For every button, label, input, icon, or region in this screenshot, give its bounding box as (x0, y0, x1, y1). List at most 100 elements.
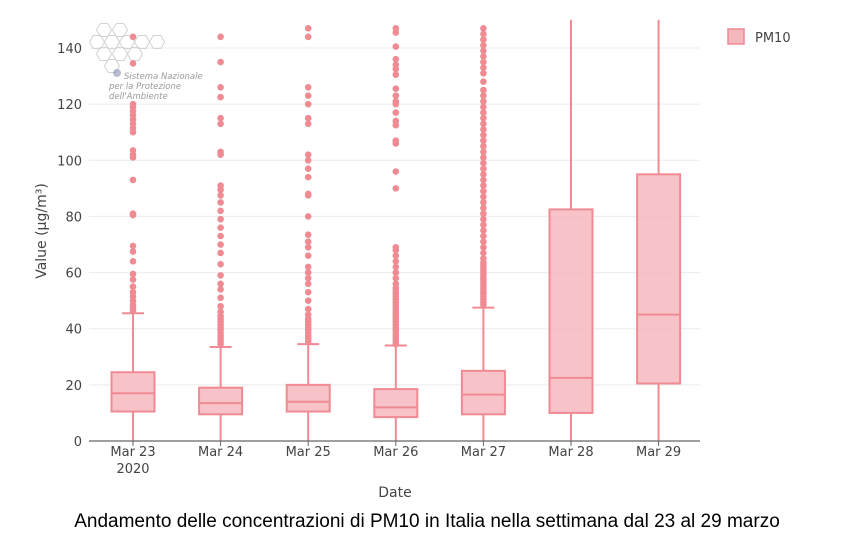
outlier-point[interactable] (217, 148, 224, 156)
outlier-point[interactable] (217, 241, 224, 248)
box-mar-28[interactable] (548, 19, 594, 441)
outlier-point[interactable] (304, 269, 312, 276)
outlier-point[interactable] (480, 53, 487, 60)
outlier-point[interactable] (129, 147, 137, 154)
outlier-point[interactable] (304, 92, 312, 100)
outlier-point[interactable] (304, 190, 312, 198)
outlier-point[interactable] (304, 238, 312, 245)
outlier-point[interactable] (480, 47, 487, 55)
legend[interactable]: PM10 (727, 28, 791, 46)
outlier-point[interactable] (480, 182, 487, 189)
outlier-point[interactable] (480, 109, 487, 116)
box-mar-25[interactable] (285, 25, 331, 441)
outlier-point[interactable] (304, 151, 312, 158)
outlier-point[interactable] (480, 249, 487, 257)
box-mar-26[interactable] (373, 25, 419, 441)
outlier-point[interactable] (480, 193, 487, 201)
outlier-point[interactable] (129, 60, 137, 67)
outlier-point[interactable] (304, 33, 312, 41)
outlier-point[interactable] (217, 33, 224, 41)
outlier-point[interactable] (392, 274, 400, 282)
box-mar-27[interactable] (460, 25, 506, 441)
outlier-point[interactable] (480, 142, 487, 150)
iqr-box[interactable] (373, 388, 419, 419)
outlier-point[interactable] (480, 159, 487, 167)
outlier-point[interactable] (217, 199, 224, 206)
outlier-point[interactable] (392, 168, 400, 175)
outlier-point[interactable] (129, 283, 137, 290)
outlier-point[interactable] (392, 61, 400, 69)
outlier-point[interactable] (392, 25, 400, 32)
outlier-point[interactable] (217, 207, 224, 215)
outlier-point[interactable] (392, 263, 400, 271)
outlier-point[interactable] (217, 120, 224, 128)
outlier-point[interactable] (304, 297, 312, 304)
outlier-point[interactable] (217, 260, 224, 268)
outlier-point[interactable] (480, 30, 487, 38)
outlier-point[interactable] (304, 84, 312, 91)
outlier-point[interactable] (480, 120, 487, 128)
outlier-point[interactable] (392, 71, 400, 78)
outlier-point[interactable] (304, 263, 312, 271)
outlier-point[interactable] (217, 114, 224, 122)
box-mar-29[interactable] (636, 19, 682, 441)
outlier-point[interactable] (304, 231, 312, 238)
outlier-point[interactable] (392, 244, 400, 251)
outlier-point[interactable] (217, 182, 224, 189)
outlier-point[interactable] (392, 43, 400, 50)
outlier-point[interactable] (129, 288, 137, 296)
outlier-point[interactable] (217, 84, 224, 91)
iqr-box[interactable] (110, 371, 156, 413)
outlier-point[interactable] (480, 244, 487, 251)
outlier-point[interactable] (392, 280, 400, 288)
outlier-point[interactable] (129, 270, 137, 278)
outlier-point[interactable] (392, 117, 400, 125)
outlier-point[interactable] (129, 276, 137, 283)
outlier-point[interactable] (129, 176, 137, 184)
outlier-point[interactable] (480, 255, 487, 262)
outlier-point[interactable] (304, 114, 312, 122)
outlier-point[interactable] (304, 252, 312, 260)
outlier-point[interactable] (480, 210, 487, 217)
outlier-point[interactable] (304, 244, 312, 251)
outlier-point[interactable] (304, 120, 312, 128)
outlier-point[interactable] (129, 33, 137, 41)
outlier-point[interactable] (392, 252, 400, 260)
outlier-point[interactable] (480, 131, 487, 139)
outlier-point[interactable] (304, 274, 312, 282)
outlier-point[interactable] (480, 199, 487, 206)
outlier-point[interactable] (480, 221, 487, 229)
outlier-point[interactable] (217, 280, 224, 288)
outlier-point[interactable] (217, 302, 224, 310)
outlier-point[interactable] (480, 69, 487, 77)
outlier-point[interactable] (217, 308, 224, 316)
legend-label-pm10[interactable]: PM10 (755, 31, 791, 46)
outlier-point[interactable] (304, 311, 312, 318)
outlier-point[interactable] (392, 55, 400, 63)
outlier-point[interactable] (217, 93, 224, 101)
outlier-point[interactable] (217, 192, 224, 199)
outlier-point[interactable] (480, 187, 487, 195)
outlier-point[interactable] (217, 272, 224, 279)
outlier-point[interactable] (304, 165, 312, 173)
outlier-point[interactable] (217, 232, 224, 240)
outlier-point[interactable] (304, 288, 312, 296)
outlier-point[interactable] (129, 100, 137, 108)
outlier-point[interactable] (392, 92, 400, 100)
iqr-box[interactable] (636, 173, 682, 385)
box-mar-24[interactable] (198, 33, 244, 441)
outlier-point[interactable] (304, 213, 312, 220)
outlier-point[interactable] (392, 258, 400, 265)
outlier-point[interactable] (480, 171, 487, 178)
outlier-point[interactable] (129, 242, 137, 250)
outlier-point[interactable] (304, 100, 312, 108)
outlier-point[interactable] (392, 137, 400, 144)
legend-swatch-pm10[interactable] (727, 28, 745, 45)
outlier-point[interactable] (480, 92, 487, 100)
outlier-point[interactable] (480, 98, 487, 105)
outlier-point[interactable] (480, 103, 487, 111)
outlier-point[interactable] (217, 224, 224, 231)
outlier-point[interactable] (392, 109, 400, 116)
box-mar-23[interactable] (110, 33, 156, 441)
outlier-point[interactable] (480, 232, 487, 240)
